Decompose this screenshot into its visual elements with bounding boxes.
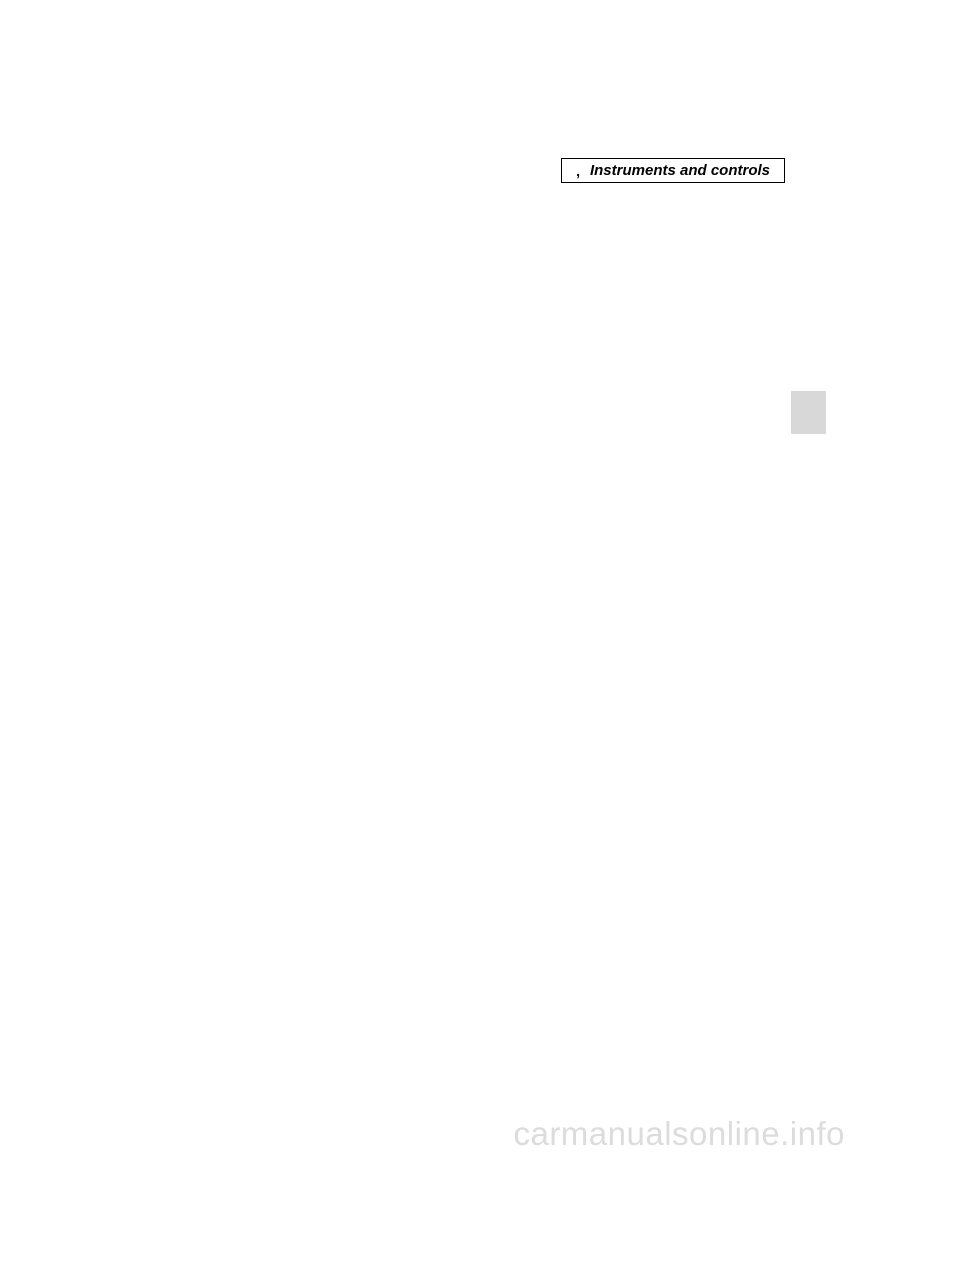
- section-header-tab: , Instruments and controls: [561, 158, 785, 183]
- watermark-text: carmanualsonline.info: [513, 1115, 845, 1153]
- section-title: Instruments and controls: [590, 162, 770, 179]
- section-indicator-box: [791, 391, 826, 434]
- header-comma: ,: [576, 163, 580, 179]
